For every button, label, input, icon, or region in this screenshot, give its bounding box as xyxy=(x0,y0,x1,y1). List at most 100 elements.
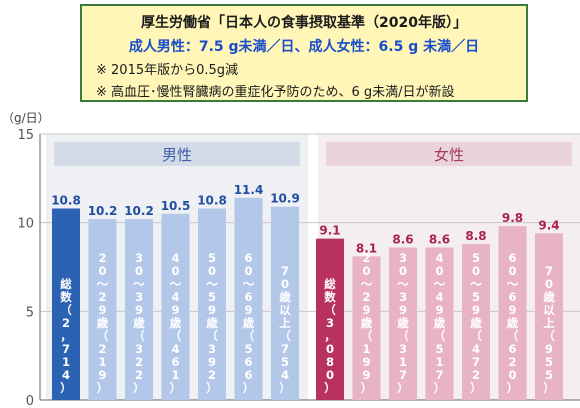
category-label-female-4-char-3: 5 xyxy=(472,290,480,304)
category-label-female-1-char-6: （ xyxy=(361,329,373,343)
value-label-male-3: 10.5 xyxy=(161,199,191,213)
category-label-female-1-char-10: ） xyxy=(361,381,373,395)
category-label-male-4-char-1: 0 xyxy=(208,264,216,278)
value-label-female-4: 8.8 xyxy=(465,229,486,243)
category-label-female-5-char-2: ～ xyxy=(507,277,519,291)
group-label-male: 男性 xyxy=(162,146,192,164)
y-axis-label: （g/日） xyxy=(2,111,50,125)
category-label-male-3-char-7: 4 xyxy=(171,342,179,356)
category-label-female-1-char-8: 9 xyxy=(362,355,370,369)
category-label-female-2-char-0: 3 xyxy=(399,251,407,265)
category-label-male-6-char-5: （ xyxy=(279,329,291,343)
bar-female-1 xyxy=(352,256,381,400)
category-label-female-3-char-3: 4 xyxy=(435,290,443,304)
category-label-male-3-char-9: 1 xyxy=(171,368,179,382)
category-label-female-1-char-2: ～ xyxy=(361,277,373,291)
category-label-female-3-char-7: 5 xyxy=(435,342,443,356)
category-label-male-2-char-9: 2 xyxy=(135,368,143,382)
category-label-male-1-char-1: 0 xyxy=(98,264,106,278)
category-label-male-6-char-3: 以 xyxy=(279,303,291,317)
category-label-female-3-char-1: 0 xyxy=(435,264,443,278)
standard-note-box: 厚生労働省「日本人の食事摂取基準（2020年版）」 成人男性：7.5 g未満／日… xyxy=(80,4,528,102)
category-label-female-5-char-0: 6 xyxy=(508,251,516,265)
category-label-male-5-char-9: 6 xyxy=(244,368,252,382)
category-label-female-6-char-2: 歳 xyxy=(543,290,555,304)
panel-header-male xyxy=(54,142,300,166)
category-label-male-6-char-9: ） xyxy=(279,381,291,395)
category-label-male-4-char-3: 5 xyxy=(208,290,216,304)
category-label-male-1-char-7: 2 xyxy=(98,342,106,356)
value-label-female-5: 9.8 xyxy=(502,211,523,225)
category-label-male-1-char-2: ～ xyxy=(97,277,109,291)
category-label-male-5-char-6: （ xyxy=(243,329,255,343)
note-target: 成人男性：7.5 g未満／日、成人女性：6.5 g 未満／日 xyxy=(128,39,480,55)
category-label-female-4-char-0: 5 xyxy=(472,251,480,265)
note-1: ※ 2015年版から0.5g減 xyxy=(96,63,239,78)
category-label-male-0-char-2: （ xyxy=(60,303,72,317)
value-label-male-0: 10.8 xyxy=(51,193,81,207)
category-label-male-3-char-6: （ xyxy=(170,329,182,343)
category-label-male-2-char-0: 3 xyxy=(135,251,143,265)
value-label-male-2: 10.2 xyxy=(124,204,154,218)
category-label-male-5-char-8: 6 xyxy=(244,355,252,369)
value-label-female-6: 9.4 xyxy=(538,218,559,232)
category-label-female-0-char-3: 3 xyxy=(326,316,334,330)
category-label-female-1-char-4: 9 xyxy=(362,303,370,317)
category-label-male-0-char-8: ） xyxy=(60,381,72,395)
category-label-male-0-char-5: 7 xyxy=(62,342,70,356)
category-label-female-4-char-7: 4 xyxy=(472,342,480,356)
category-label-female-3-char-0: 4 xyxy=(435,251,443,265)
category-label-female-4-char-9: 2 xyxy=(472,368,480,382)
category-label-female-5-char-3: 6 xyxy=(508,290,516,304)
y-tick-label-10: 10 xyxy=(17,217,34,232)
category-label-male-6-char-2: 歳 xyxy=(279,290,291,304)
category-label-male-6-char-6: 7 xyxy=(281,342,289,356)
category-label-male-0-char-0: 総 xyxy=(60,277,72,291)
category-label-female-4-char-10: ） xyxy=(470,381,482,395)
category-label-male-3-char-2: ～ xyxy=(170,277,182,291)
group-label-female: 女性 xyxy=(434,146,464,164)
bar-female-4 xyxy=(462,243,490,400)
category-label-female-3-char-10: ） xyxy=(434,381,446,395)
bar-female-0 xyxy=(316,238,344,400)
category-label-female-0-char-8: ） xyxy=(324,381,336,395)
category-label-female-0-char-2: （ xyxy=(324,303,336,317)
category-label-female-2-char-8: 1 xyxy=(399,355,407,369)
value-label-female-3: 8.6 xyxy=(429,232,450,246)
category-label-male-2-char-10: ） xyxy=(133,381,145,395)
category-label-female-5-char-7: 6 xyxy=(508,342,516,356)
category-label-male-4-char-6: （ xyxy=(206,329,218,343)
category-label-male-2-char-5: 歳 xyxy=(133,316,145,330)
category-label-female-0-char-6: 8 xyxy=(326,355,334,369)
category-label-female-5-char-1: 0 xyxy=(508,264,516,278)
value-label-female-1: 8.1 xyxy=(356,241,377,255)
category-label-male-1-char-6: （ xyxy=(97,329,109,343)
category-label-female-2-char-9: 7 xyxy=(399,368,407,382)
value-label-female-0: 9.1 xyxy=(319,224,340,238)
category-label-female-1-char-9: 9 xyxy=(362,368,370,382)
bar-male-3 xyxy=(161,213,190,400)
category-label-female-6-char-4: 上 xyxy=(543,316,555,330)
category-label-female-1-char-3: 2 xyxy=(362,290,370,304)
category-label-male-5-char-10: ） xyxy=(243,381,255,395)
category-label-female-5-char-10: ） xyxy=(507,381,519,395)
category-label-female-0-char-4: ， xyxy=(324,329,336,343)
category-label-female-5-char-6: （ xyxy=(507,329,519,343)
category-label-female-5-char-9: 0 xyxy=(508,368,516,382)
category-label-female-0-char-0: 総 xyxy=(324,277,336,291)
category-label-male-3-char-3: 4 xyxy=(171,290,179,304)
category-label-male-2-char-8: 2 xyxy=(135,355,143,369)
category-label-male-3-char-10: ） xyxy=(170,381,182,395)
category-label-female-6-char-0: 7 xyxy=(545,264,553,278)
category-label-male-4-char-0: 5 xyxy=(208,251,216,265)
category-label-female-3-char-2: ～ xyxy=(434,277,446,291)
category-label-female-6-char-3: 以 xyxy=(543,303,555,317)
category-label-female-1-char-0: 2 xyxy=(362,251,370,265)
category-label-male-5-char-5: 歳 xyxy=(243,316,255,330)
category-label-male-3-char-0: 4 xyxy=(171,251,179,265)
category-label-female-5-char-5: 歳 xyxy=(507,316,519,330)
category-label-male-4-char-4: 9 xyxy=(208,303,216,317)
panel-header-female xyxy=(326,142,572,166)
category-label-female-4-char-1: 0 xyxy=(472,264,480,278)
category-label-male-1-char-0: 2 xyxy=(98,251,106,265)
